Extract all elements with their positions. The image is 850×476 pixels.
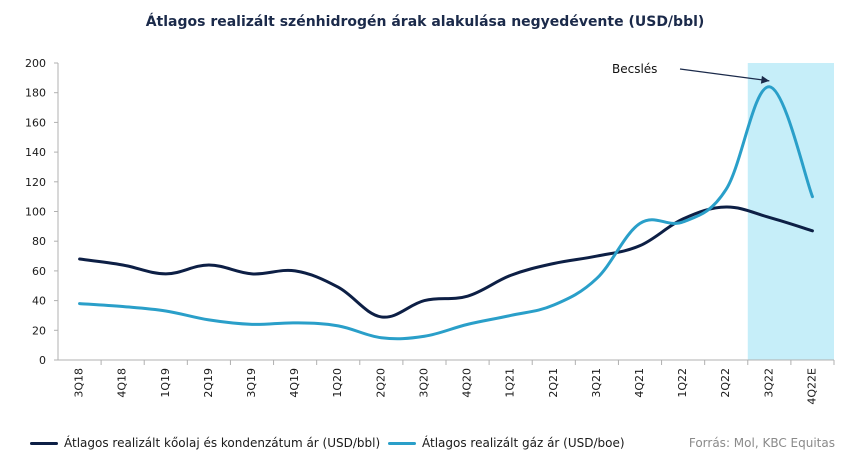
x-tick-label: 4Q20	[461, 368, 474, 398]
x-tick-label: 4Q18	[116, 368, 129, 398]
annotation-arrow-line	[679, 68, 770, 82]
chart-legend: Átlagos realizált kőolaj és kondenzátum …	[30, 436, 835, 454]
annotation-arrow-head	[760, 75, 770, 84]
x-tick-label: 3Q21	[590, 368, 603, 398]
x-tick-label: 1Q22	[676, 368, 689, 398]
x-tick-label: 3Q22	[762, 368, 775, 398]
x-tick-label: 2Q19	[202, 368, 215, 398]
y-tick-label: 120	[25, 176, 46, 189]
x-tick-label: 4Q21	[633, 368, 646, 398]
x-tick-label: 1Q19	[159, 368, 172, 398]
y-tick-label: 40	[32, 295, 46, 308]
estimate-region	[747, 63, 834, 360]
y-tick-label: 60	[32, 265, 46, 278]
y-tick-label: 200	[25, 57, 46, 70]
source-note: Forrás: Mol, KBC Equitas	[688, 436, 835, 450]
x-tick-label: 2Q21	[547, 368, 560, 398]
x-tick-label: 2Q22	[719, 368, 732, 398]
legend-item-gas: Átlagos realizált gáz ár (USD/boe)	[388, 436, 625, 450]
y-tick-label: 80	[32, 235, 46, 248]
x-tick-label: 3Q19	[245, 368, 258, 398]
annotation-label: Becslés	[612, 62, 657, 76]
x-tick-label: 1Q21	[504, 368, 517, 398]
y-tick-label: 20	[32, 324, 46, 337]
y-tick-label: 140	[25, 146, 46, 159]
legend-item-oil: Átlagos realizált kőolaj és kondenzátum …	[30, 436, 380, 450]
x-tick-label: 2Q20	[374, 368, 387, 398]
x-tick-label: 3Q20	[417, 368, 430, 398]
y-tick-label: 160	[25, 116, 46, 129]
series-line-gas	[78, 85, 814, 341]
y-tick-label: 100	[25, 206, 46, 219]
legend-label-gas: Átlagos realizált gáz ár (USD/boe)	[422, 436, 625, 450]
legend-swatch-oil	[30, 441, 58, 445]
x-tick-label: 4Q22E	[805, 368, 818, 405]
y-tick-label: 0	[39, 354, 46, 367]
chart-title: Átlagos realizált szénhidrogén árak alak…	[145, 14, 705, 30]
series-line-oil	[78, 205, 814, 319]
x-tick-label: 4Q19	[288, 368, 301, 398]
legend-swatch-gas	[388, 441, 416, 445]
x-tick-label: 1Q20	[331, 368, 344, 398]
legend-label-oil: Átlagos realizált kőolaj és kondenzátum …	[64, 436, 381, 450]
x-tick-label: 3Q18	[73, 368, 86, 398]
y-tick-label: 180	[25, 87, 46, 100]
